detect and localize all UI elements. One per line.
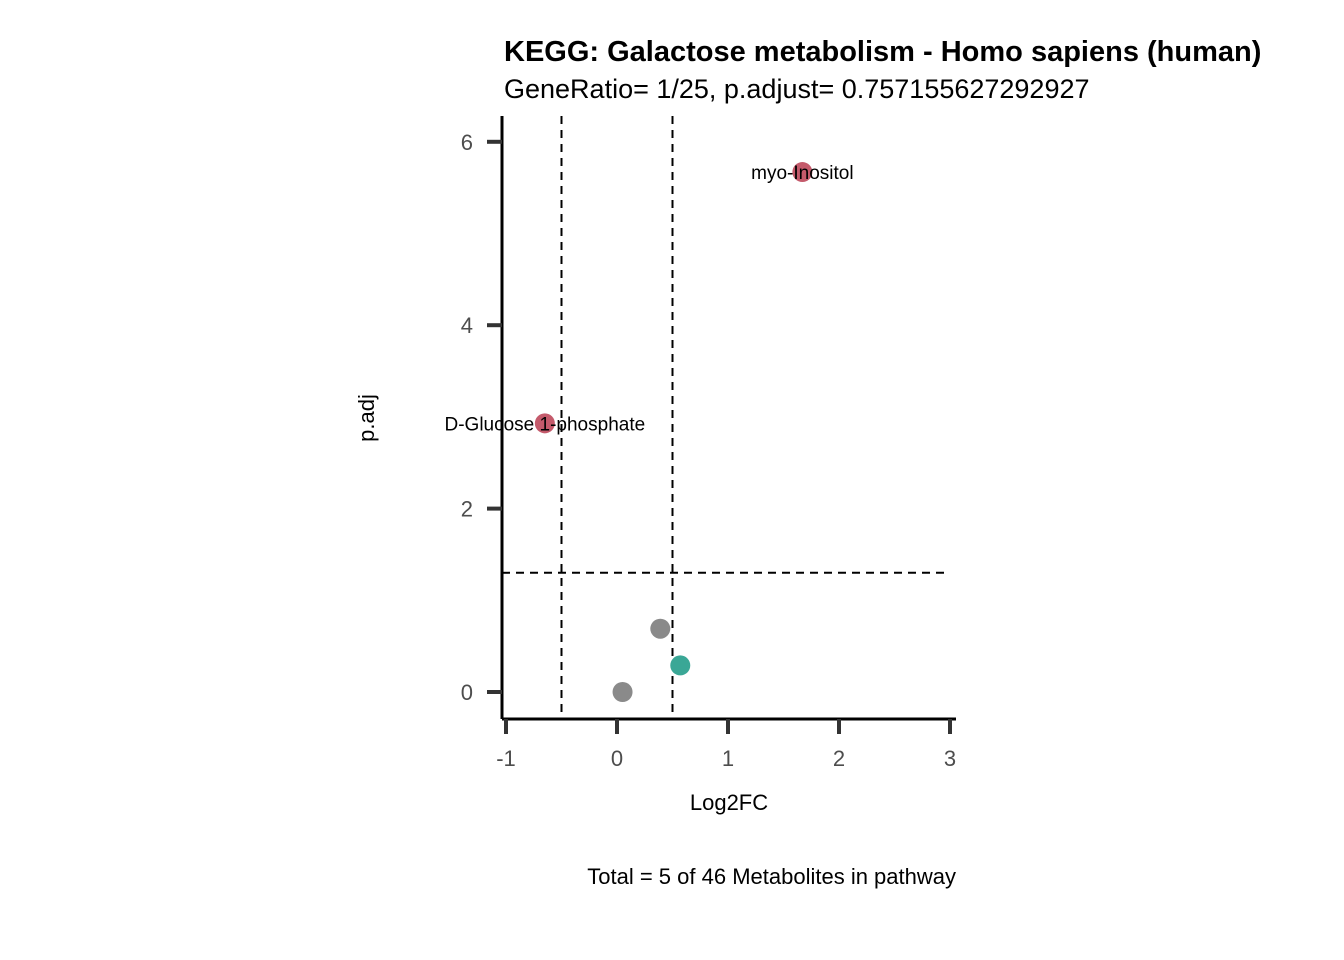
y-tick-label: 2 <box>461 497 473 522</box>
data-point <box>650 618 671 639</box>
x-tick-label: 2 <box>833 746 845 771</box>
point-label: myo-Inositol <box>751 163 853 184</box>
chart-subtitle: GeneRatio= 1/25, p.adjust= 0.75715562729… <box>504 74 1090 104</box>
x-axis-label: Log2FC <box>690 790 768 815</box>
y-axis-label: p.adj <box>354 394 379 442</box>
data-point <box>534 413 555 434</box>
chart-title: KEGG: Galactose metabolism - Homo sapien… <box>504 36 1261 68</box>
data-point <box>792 162 813 183</box>
point-label: D-Glucose 1-phosphate <box>445 414 646 435</box>
x-tick-label: 3 <box>944 746 956 771</box>
data-point <box>670 655 691 676</box>
threshold-lines <box>502 116 948 719</box>
axis-ticks: -1 0 1 2 3 0 2 4 6 <box>461 130 956 771</box>
data-point <box>612 682 633 702</box>
chart-caption: Total = 5 of 46 Metabolites in pathway <box>587 864 956 889</box>
y-tick-label: 6 <box>461 130 473 155</box>
data-points <box>534 162 813 702</box>
point-labels: myo-Inositol D-Glucose 1-phosphate <box>445 163 854 435</box>
y-tick-label: 4 <box>461 313 473 338</box>
x-tick-label: -1 <box>496 746 516 771</box>
y-tick-label: 0 <box>461 680 473 705</box>
x-tick-label: 0 <box>611 746 623 771</box>
x-tick-label: 1 <box>722 746 734 771</box>
